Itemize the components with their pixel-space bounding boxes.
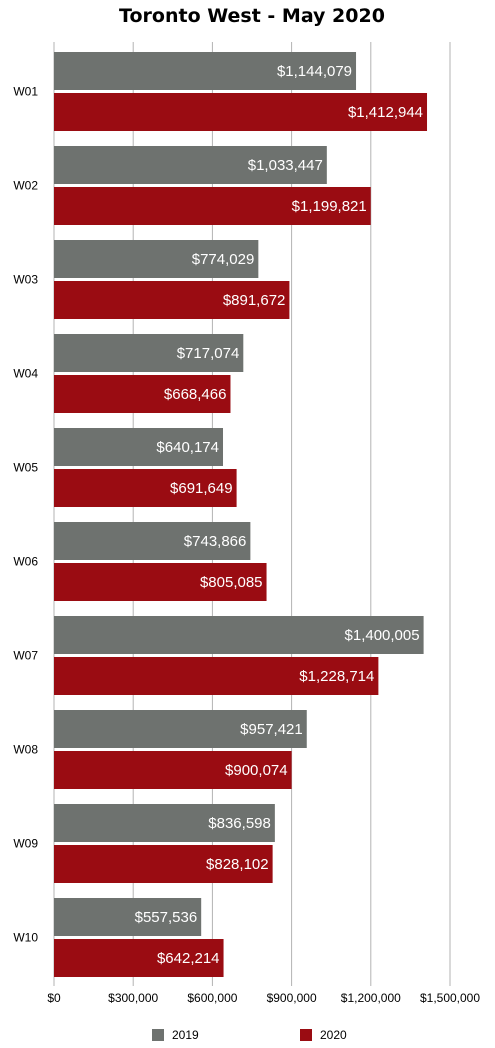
bar-value-label: $717,074 [177, 345, 240, 362]
x-tick-label: $900,000 [267, 991, 317, 1005]
bar [54, 281, 290, 319]
bar-value-label: $891,672 [223, 292, 286, 309]
bars [54, 52, 428, 977]
bar-value-label: $557,536 [135, 909, 198, 926]
bar-value-label: $836,598 [208, 815, 271, 832]
bar [54, 804, 275, 842]
category-label: W08 [13, 743, 38, 757]
x-tick-label: $1,200,000 [341, 991, 401, 1005]
bar-value-label: $691,649 [170, 480, 233, 497]
category-axis: W01 W02 W03 W04 W05 W06 W07 W08 W09 W10 [13, 85, 38, 945]
bar [54, 616, 424, 654]
bar [54, 187, 371, 225]
bar-value-label: $900,074 [225, 762, 288, 779]
bar-value-label: $743,866 [184, 533, 247, 550]
bar-value-label: $1,199,821 [292, 198, 367, 215]
bar [54, 751, 292, 789]
legend: 2019 2020 [152, 1028, 347, 1042]
bar [54, 334, 244, 372]
category-label: W02 [13, 179, 38, 193]
legend-label: 2020 [320, 1028, 347, 1042]
category-label: W06 [13, 555, 38, 569]
bar-value-label: $642,214 [157, 950, 220, 967]
bar-value-label: $1,228,714 [299, 668, 374, 685]
bar-value-label: $805,085 [200, 574, 263, 591]
bar [54, 939, 224, 977]
x-tick-label: $300,000 [108, 991, 158, 1005]
category-label: W04 [13, 367, 38, 381]
chart-title: Toronto West - May 2020 [119, 5, 385, 27]
value-axis: $0 $300,000 $600,000 $900,000 $1,200,000 $1,5… [47, 991, 480, 1005]
bar-value-label: $1,144,079 [277, 63, 352, 80]
bar-value-label: $774,029 [192, 251, 255, 268]
bar [54, 52, 357, 90]
bar [54, 375, 231, 413]
bar-value-label: $828,102 [206, 856, 269, 873]
category-label: W03 [13, 273, 38, 287]
bar [54, 93, 428, 131]
x-tick-label: $600,000 [187, 991, 237, 1005]
bar [54, 146, 327, 184]
bar [54, 845, 273, 883]
bar-value-label: $1,412,944 [348, 104, 423, 121]
bar-value-label: $1,033,447 [248, 157, 323, 174]
category-label: W05 [13, 461, 38, 475]
bar [54, 522, 251, 560]
bar [54, 469, 237, 507]
bar [54, 710, 307, 748]
x-tick-label: $0 [47, 991, 61, 1005]
bar-value-label: $957,421 [240, 721, 303, 738]
data-labels: $1,144,079 $1,412,944 $1,033,447 $1,199,821… [135, 63, 423, 967]
x-tick-label: $1,500,000 [420, 991, 480, 1005]
category-label: W10 [13, 931, 38, 945]
bar [54, 428, 224, 466]
legend-swatch [300, 1029, 312, 1041]
category-label: W09 [13, 837, 38, 851]
bar [54, 240, 259, 278]
bar-value-label: $640,174 [156, 439, 219, 456]
category-label: W07 [13, 649, 38, 663]
bar [54, 657, 379, 695]
bar [54, 898, 202, 936]
legend-label: 2019 [172, 1028, 199, 1042]
legend-swatch [152, 1029, 164, 1041]
bar [54, 563, 267, 601]
bar-value-label: $1,400,005 [345, 627, 420, 644]
category-label: W01 [13, 85, 38, 99]
bar-value-label: $668,466 [164, 386, 227, 403]
